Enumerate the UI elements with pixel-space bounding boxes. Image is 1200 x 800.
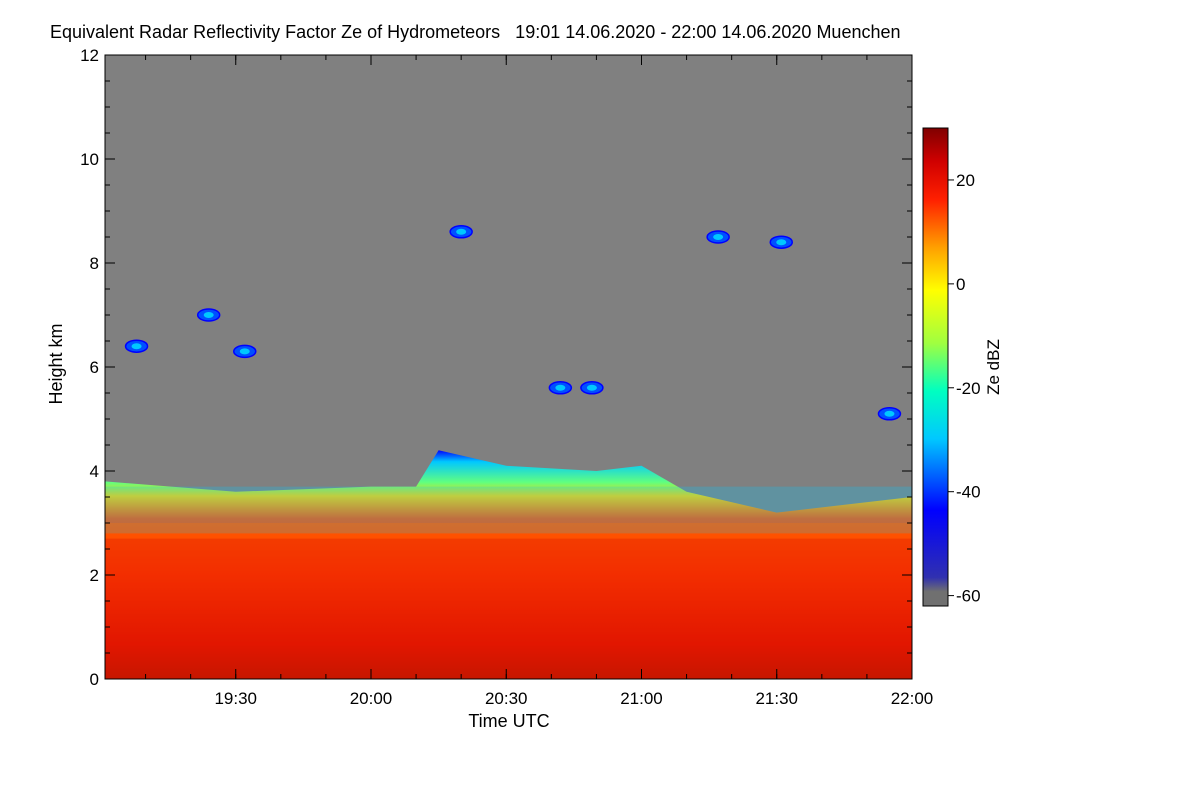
isolated-echo-core	[713, 234, 724, 240]
x-tick-label: 21:30	[755, 689, 798, 708]
x-tick-label: 21:00	[620, 689, 663, 708]
colorbar-label: Ze dBZ	[984, 339, 1003, 395]
y-tick-label: 0	[90, 670, 99, 689]
x-tick-label: 20:00	[350, 689, 393, 708]
isolated-echo-core	[131, 343, 142, 350]
colorbar-tick-label: -40	[956, 483, 981, 502]
isolated-echo-core	[456, 228, 467, 235]
y-tick-label: 4	[90, 462, 99, 481]
x-axis-label: Time UTC	[468, 711, 549, 731]
y-axis: 0 2 4 6 8 10 12	[80, 46, 912, 689]
isolated-echo-core	[884, 410, 895, 417]
colorbar-tick-label: -20	[956, 379, 981, 398]
x-tick-label: 22:00	[891, 689, 934, 708]
y-tick-label: 8	[90, 254, 99, 273]
colorbar-axis: 20 0 -20 -40 -60	[948, 171, 981, 606]
colorbar-tick-label: 20	[956, 171, 975, 190]
isolated-echo-core	[203, 312, 214, 318]
plot-area	[105, 55, 912, 679]
isolated-echo-core	[555, 384, 566, 391]
chart-title: Equivalent Radar Reflectivity Factor Ze …	[50, 22, 901, 42]
colorbar-tick-label: -60	[956, 587, 981, 606]
colorbar-tick-label: 0	[956, 275, 965, 294]
colorbar	[922, 127, 949, 607]
echo-layer-band	[105, 523, 912, 679]
y-tick-label: 2	[90, 566, 99, 585]
isolated-echo-core	[239, 348, 250, 355]
cloud-echo-field	[105, 450, 912, 679]
echo-layer-band	[105, 538, 912, 679]
x-tick-label: 19:30	[214, 689, 257, 708]
y-axis-label: Height km	[46, 323, 66, 404]
echo-layer-band	[105, 486, 912, 534]
y-tick-label: 6	[90, 358, 99, 377]
isolated-echo-core	[776, 239, 787, 246]
y-tick-label: 12	[80, 46, 99, 65]
x-axis: 19:30 20:00 20:30 21:00 21:30 22:00	[145, 55, 934, 708]
isolated-echo-core	[586, 384, 597, 391]
y-tick-label: 10	[80, 150, 99, 169]
x-tick-label: 20:30	[485, 689, 528, 708]
